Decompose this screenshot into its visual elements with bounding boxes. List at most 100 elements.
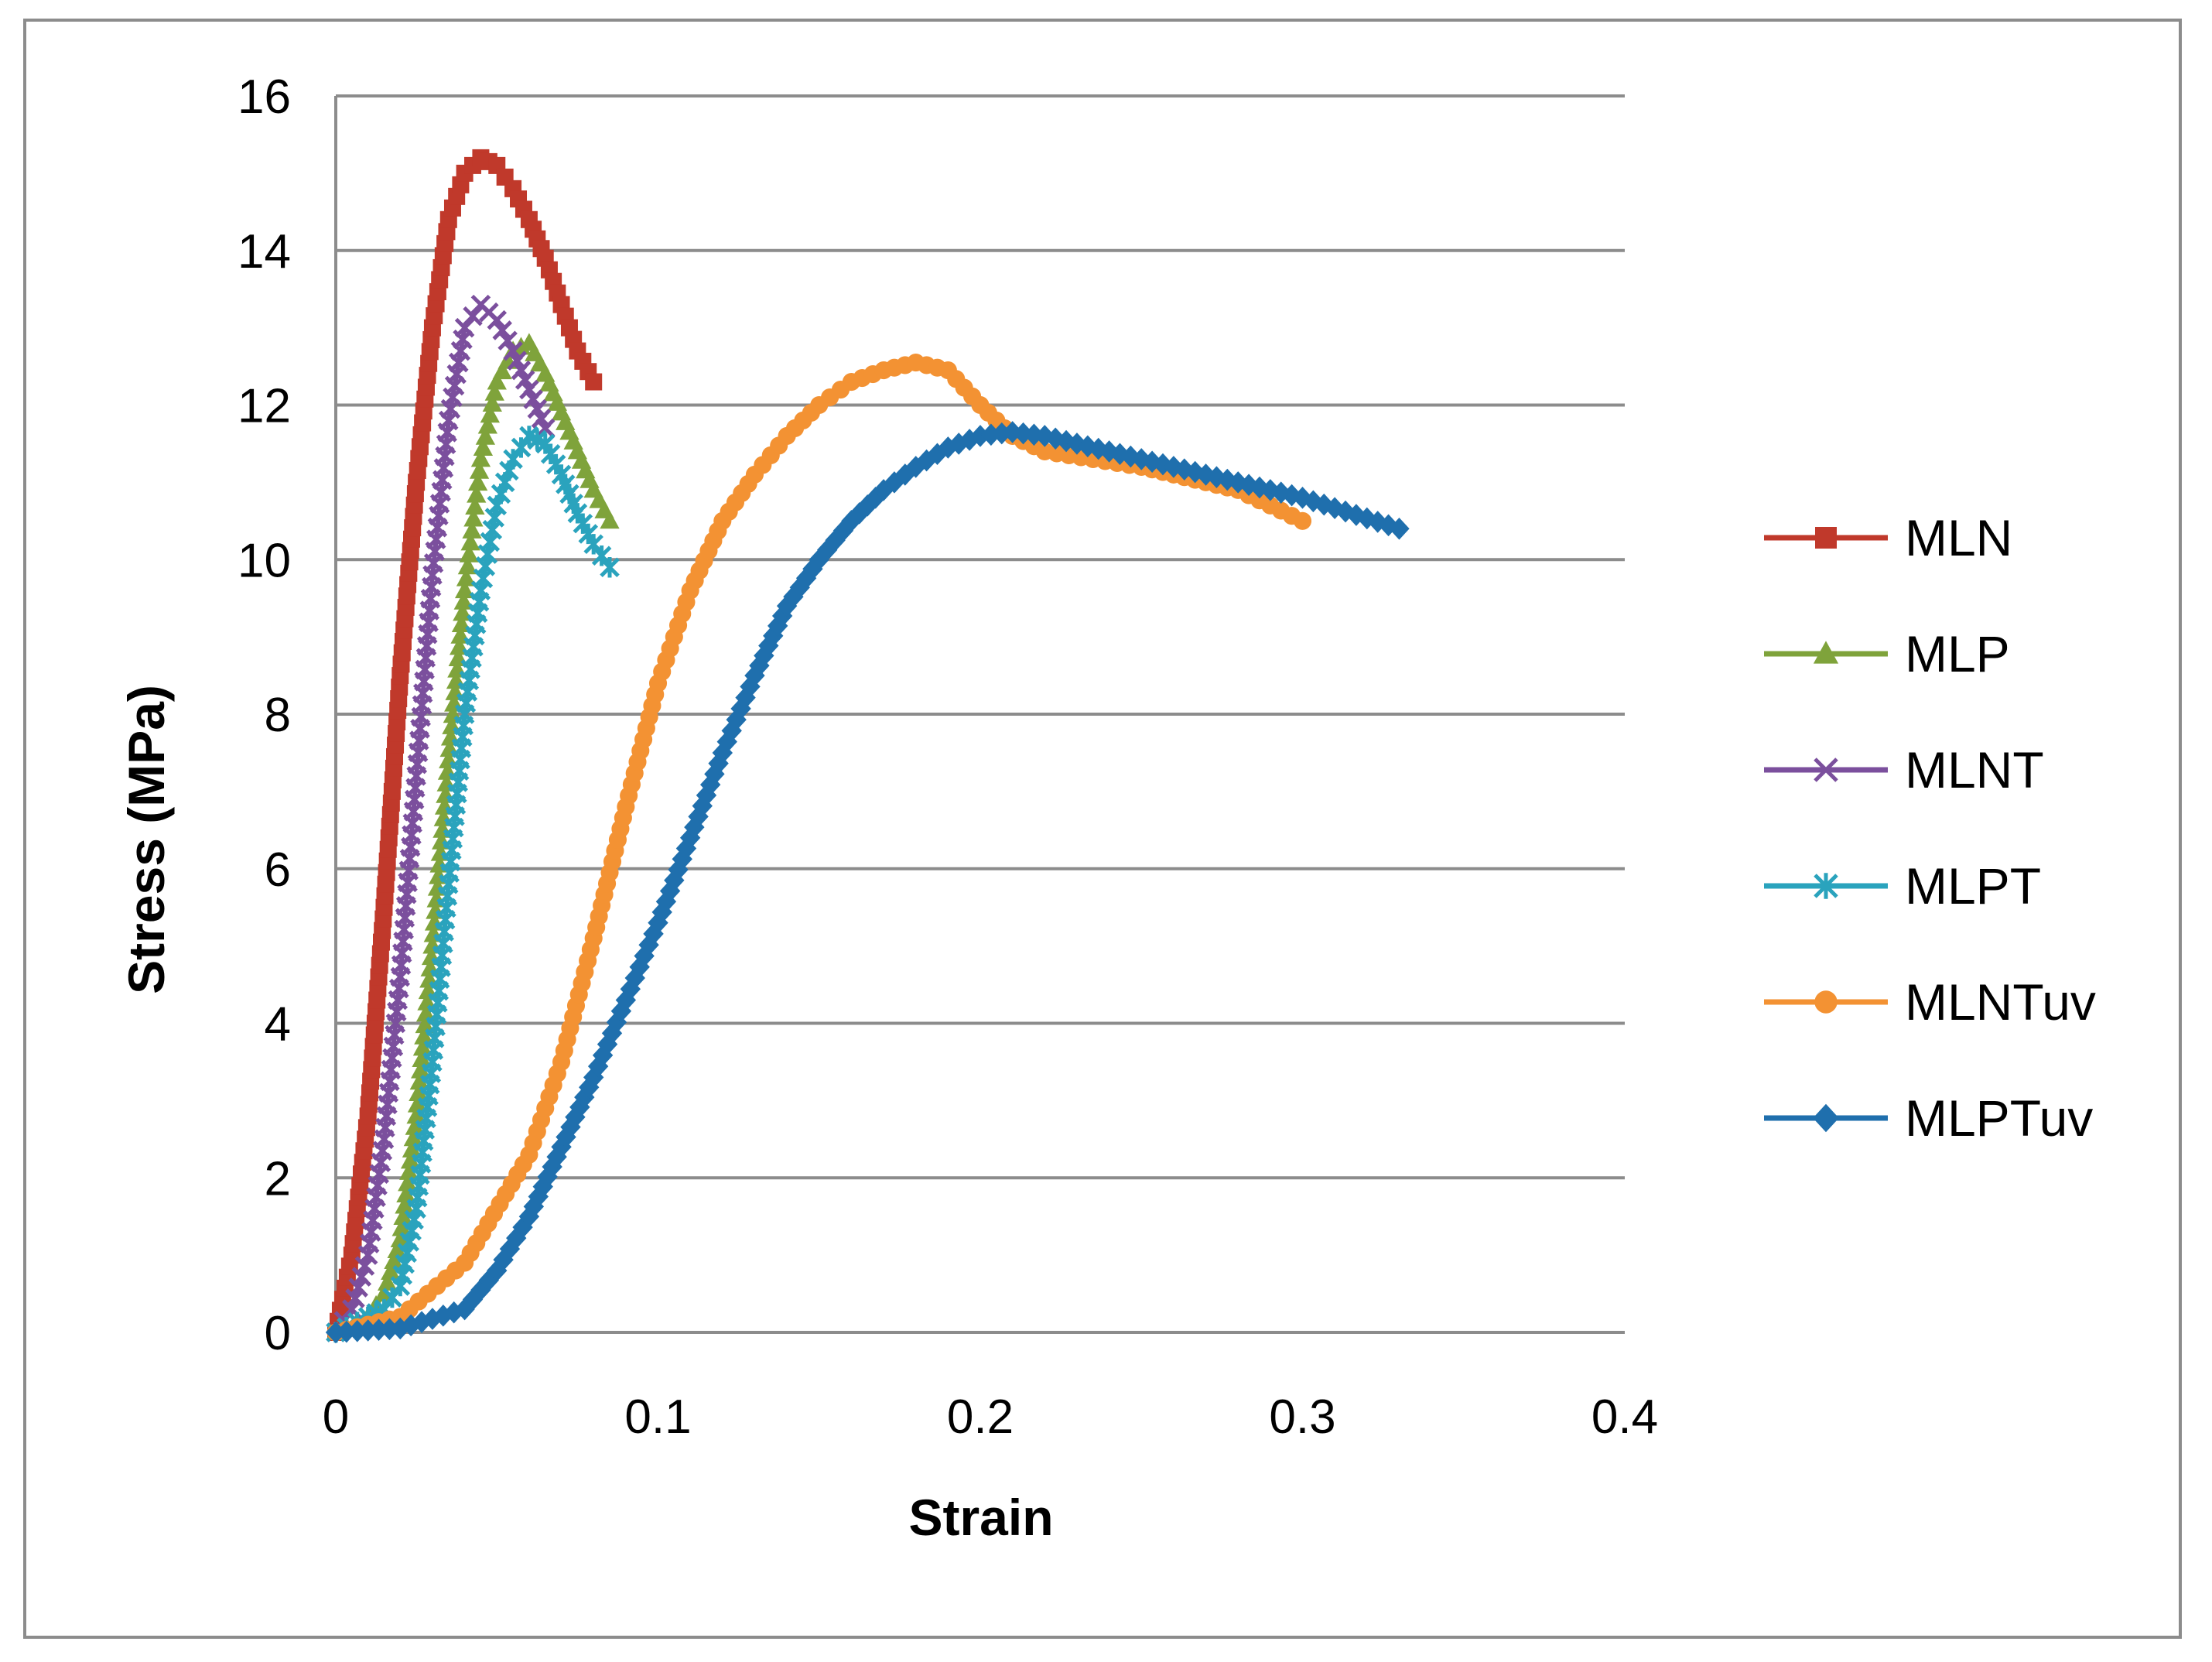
point-MLP xyxy=(415,1014,435,1034)
point-MLP xyxy=(409,1072,429,1090)
y-tick-label: 2 xyxy=(265,1152,291,1205)
point-MLPTuv xyxy=(841,510,862,532)
point-MLPT xyxy=(382,1287,402,1308)
point-MLPTuv xyxy=(499,1237,521,1260)
point-MLPT xyxy=(511,437,532,458)
point-MLPTuv xyxy=(980,423,1002,446)
point-MLPTuv xyxy=(832,519,854,542)
point-MLPTuv xyxy=(1260,479,1281,501)
series-MLNTuv xyxy=(327,354,1312,1342)
legend-marker xyxy=(1815,527,1837,549)
point-MLPTuv xyxy=(744,664,765,687)
point-MLPTuv xyxy=(712,741,733,764)
point-MLPTuv xyxy=(606,1011,627,1034)
legend-marker xyxy=(1813,641,1839,664)
point-MLPTuv xyxy=(1217,468,1238,491)
point-MLPTuv xyxy=(528,1185,549,1208)
legend-label: MLNT xyxy=(1905,741,2044,799)
point-MLPTuv xyxy=(726,708,747,731)
point-MLPTuv xyxy=(816,539,838,562)
point-MLP xyxy=(414,1026,434,1045)
x-tick-label: 0.1 xyxy=(624,1390,691,1444)
legend-item-MLPTuv: MLPTuv xyxy=(1764,1089,2093,1147)
point-MLPTuv xyxy=(655,890,677,913)
point-MLPTuv xyxy=(795,566,817,590)
point-MLP xyxy=(480,405,500,423)
point-MLPTuv xyxy=(638,933,659,956)
point-MLP xyxy=(473,437,494,457)
point-MLPTuv xyxy=(865,487,886,509)
point-MLPTuv xyxy=(754,645,774,667)
point-MLP xyxy=(492,361,512,380)
legend-marker xyxy=(1813,1103,1839,1133)
x-axis-title: Strain xyxy=(908,1489,1053,1546)
point-MLP xyxy=(407,1094,428,1113)
point-MLP xyxy=(487,371,507,390)
y-tick-label: 16 xyxy=(238,70,291,124)
point-MLP xyxy=(467,473,488,491)
point-MLPTuv xyxy=(857,494,878,517)
point-MLP xyxy=(402,1139,422,1158)
point-MLPTuv xyxy=(884,471,905,494)
point-MLPTuv xyxy=(1389,518,1410,540)
point-MLPTuv xyxy=(1270,481,1291,504)
x-tick-label: 0.4 xyxy=(1591,1390,1658,1444)
point-MLP xyxy=(460,532,480,551)
point-MLNT xyxy=(492,320,512,340)
point-MLNTuv xyxy=(1293,511,1312,530)
point-MLP xyxy=(465,496,485,515)
point-MLPTuv xyxy=(1055,429,1077,453)
point-MLP xyxy=(470,449,491,467)
point-MLP xyxy=(454,580,475,599)
point-MLP xyxy=(391,1218,412,1236)
point-MLP xyxy=(463,508,484,527)
legend-marker xyxy=(1814,990,1838,1014)
point-MLPTuv xyxy=(735,686,756,709)
point-MLNT xyxy=(454,317,475,338)
point-MLP xyxy=(453,591,474,610)
legend-item-MLP: MLP xyxy=(1764,625,2010,682)
point-MLP xyxy=(398,1173,418,1192)
legend-marker xyxy=(1814,757,1838,782)
point-MLPTuv xyxy=(432,1305,454,1327)
series-MLP xyxy=(326,333,620,1340)
legend-marker xyxy=(1814,873,1838,899)
x-tick-label: 0.3 xyxy=(1269,1390,1335,1444)
series-MLN xyxy=(327,149,603,1341)
series-MLNT xyxy=(326,294,556,1342)
legend-label: MLPTuv xyxy=(1905,1089,2093,1147)
point-MLNT xyxy=(497,330,518,351)
point-MLPTuv xyxy=(675,837,697,860)
point-MLPT xyxy=(600,557,620,578)
point-MLPTuv xyxy=(1013,422,1034,445)
point-MLP xyxy=(390,1229,410,1248)
point-MLP xyxy=(399,1161,419,1180)
legend-label: MLPT xyxy=(1905,857,2041,915)
point-MLPTuv xyxy=(592,1044,614,1067)
x-tick-label: 0.2 xyxy=(947,1390,1014,1444)
point-MLPTuv xyxy=(905,456,926,478)
point-MLPTuv xyxy=(802,557,823,580)
point-MLPTuv xyxy=(1228,471,1249,494)
legend: MLN MLP MLNT MLPT MLNTuv MLPTuv xyxy=(1764,509,2096,1147)
x-tick-labels: 0 0.1 0.2 0.3 0.4 xyxy=(323,1390,1658,1444)
y-tick-label: 14 xyxy=(238,225,291,279)
point-MLP xyxy=(484,382,504,401)
point-MLPTuv xyxy=(672,847,692,870)
point-MLP xyxy=(387,1240,407,1259)
point-MLPTuv xyxy=(1314,493,1335,516)
point-MLP xyxy=(411,1060,431,1079)
point-MLPTuv xyxy=(1185,460,1205,484)
legend-item-MLNT: MLNT xyxy=(1764,741,2044,799)
y-tick-label: 10 xyxy=(238,534,291,587)
point-MLPTuv xyxy=(1141,450,1163,474)
point-MLPTuv xyxy=(894,463,916,486)
y-tick-label: 12 xyxy=(238,380,291,433)
point-MLPTuv xyxy=(1044,427,1066,450)
point-MLPTuv xyxy=(927,443,948,466)
point-MLPTuv xyxy=(523,1195,545,1218)
point-MLPTuv xyxy=(730,697,751,720)
point-MLPTuv xyxy=(704,763,725,785)
point-MLP xyxy=(415,1004,436,1022)
point-MLNT xyxy=(535,418,556,439)
